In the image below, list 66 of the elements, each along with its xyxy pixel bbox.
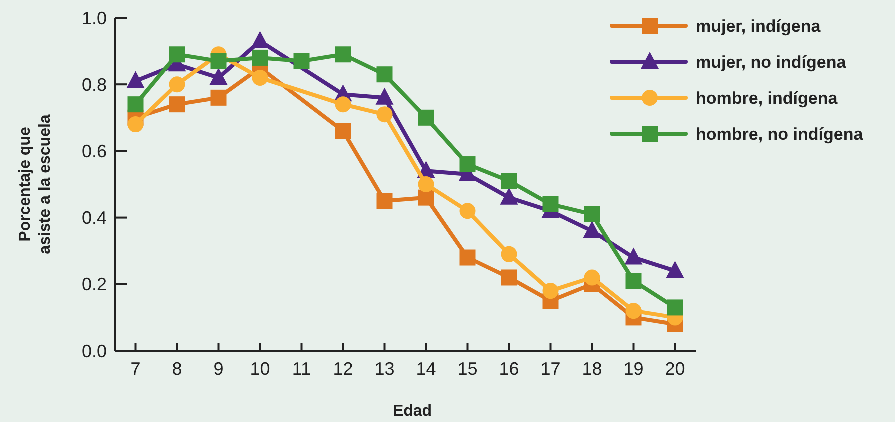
point — [542, 283, 559, 300]
y-tick-label: 0.8 — [82, 74, 107, 95]
point — [169, 96, 186, 113]
point — [624, 248, 643, 265]
y-tick-label: 1.0 — [82, 8, 107, 28]
legend-label: hombre, no indígena — [696, 124, 864, 144]
point — [376, 66, 393, 83]
point — [460, 156, 476, 173]
x-tick-label: 17 — [540, 359, 561, 379]
point — [501, 246, 518, 262]
legend-label: hombre, indígena — [696, 88, 838, 108]
point — [501, 270, 518, 286]
x-tick-label: 19 — [624, 359, 644, 379]
point — [666, 261, 684, 278]
point — [418, 110, 434, 126]
point — [335, 46, 352, 63]
point — [626, 273, 642, 290]
point — [460, 250, 476, 266]
x-tick-label: 13 — [374, 359, 395, 379]
point — [128, 116, 144, 133]
y-tick-label: 0.2 — [82, 274, 107, 295]
x-tick-label: 16 — [499, 359, 520, 379]
y-tick-label: 0.4 — [82, 208, 107, 228]
x-tick-label: 15 — [458, 359, 478, 379]
x-axis-title: Edad — [392, 403, 432, 420]
point — [128, 96, 144, 113]
y-axis-title: Porcentaje que asiste a la escuela — [17, 114, 54, 254]
point — [251, 31, 270, 48]
x-tick-label: 8 — [172, 359, 182, 379]
point — [418, 190, 434, 206]
point — [335, 123, 352, 140]
point — [501, 173, 518, 190]
legend-label: mujer, indígena — [696, 16, 822, 36]
point — [294, 53, 310, 70]
point — [418, 176, 434, 192]
point — [169, 76, 186, 93]
point — [376, 106, 393, 123]
point — [460, 203, 476, 220]
x-tick-label: 20 — [665, 359, 686, 379]
x-tick-label: 7 — [130, 359, 141, 379]
x-tick-label: 18 — [582, 359, 602, 379]
point — [500, 188, 518, 205]
point — [335, 96, 352, 113]
point — [252, 50, 268, 66]
x-tick-label: 12 — [333, 359, 354, 379]
x-tick-label: 14 — [416, 359, 436, 379]
x-tick-label: 11 — [292, 359, 312, 379]
point — [210, 90, 227, 106]
point — [376, 193, 393, 210]
x-tick-label: 9 — [214, 359, 224, 379]
point — [583, 221, 602, 238]
point — [542, 196, 559, 212]
point — [667, 300, 684, 316]
point — [126, 71, 145, 88]
point — [584, 270, 600, 286]
point — [376, 88, 394, 105]
point — [584, 206, 600, 222]
point — [252, 70, 268, 86]
y-tick-label: 0.6 — [82, 142, 107, 162]
point — [169, 46, 186, 63]
point — [626, 303, 642, 320]
point — [210, 68, 228, 85]
y-tick-label: 0.0 — [82, 341, 107, 362]
x-tick-label: 10 — [250, 359, 270, 379]
legend-label: mujer, no indígena — [696, 52, 847, 72]
point — [210, 53, 227, 70]
